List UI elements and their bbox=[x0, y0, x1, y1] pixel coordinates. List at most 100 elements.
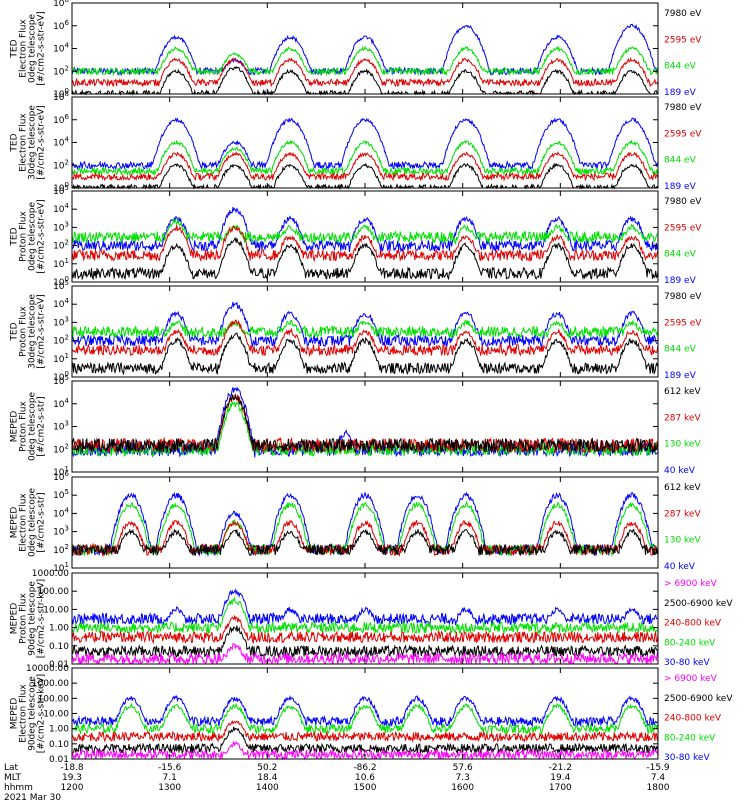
y-tick-exponent: 2 bbox=[65, 158, 69, 166]
y-tick-label: 1000.00 bbox=[32, 569, 69, 579]
y-tick-label: 108 bbox=[53, 0, 69, 9]
y-tick-label: 0.01 bbox=[49, 755, 69, 765]
series-green bbox=[71, 500, 659, 557]
y-tick-label: 10.00 bbox=[43, 605, 69, 615]
y-tick-label: 1.00 bbox=[49, 725, 69, 735]
y-axis-label-line: 30deg telescope bbox=[28, 294, 38, 369]
y-tick-exponent: 2 bbox=[65, 543, 69, 551]
y-tick-exponent: 4 bbox=[65, 506, 70, 514]
x-tick-label-mlt: 10.6 bbox=[355, 773, 375, 783]
y-axis-label-line: 30deg telescope bbox=[28, 105, 38, 180]
series-green bbox=[71, 702, 659, 736]
series-blue bbox=[71, 694, 659, 728]
y-tick-exponent: 6 bbox=[65, 470, 70, 478]
y-tick-label: 102 bbox=[53, 158, 69, 171]
y-axis-label-line: 0deg telescope bbox=[28, 488, 38, 558]
y-tick-label: 101 bbox=[53, 352, 69, 365]
legend-entry: 130 keV bbox=[664, 536, 701, 546]
legend-entry: 287 keV bbox=[664, 509, 701, 519]
y-tick-exponent: 4 bbox=[65, 202, 70, 210]
y-axis-label: TEDElectron Flux30deg telescope[#/cm2-s-… bbox=[10, 105, 47, 180]
x-tick-label-lat: 50.2 bbox=[257, 763, 277, 773]
y-axis-label-line: MEPED bbox=[10, 411, 20, 443]
series-green bbox=[71, 217, 659, 246]
y-tick-label: 1.00 bbox=[49, 624, 69, 634]
y-axis-label-line: 0deg telescope bbox=[28, 392, 38, 462]
y-tick-exponent: 0 bbox=[65, 87, 69, 95]
y-tick-exponent: 0 bbox=[65, 370, 69, 378]
y-tick-label: 0.01 bbox=[49, 660, 69, 670]
y-axis-label-line: MEPED bbox=[10, 507, 20, 539]
series-black bbox=[71, 237, 659, 281]
y-tick-label: 0.10 bbox=[49, 642, 69, 652]
y-tick-exponent: 8 bbox=[65, 0, 69, 4]
x-tick-label-mlt: 7.4 bbox=[651, 773, 666, 783]
legend-entry: 844 eV bbox=[664, 156, 697, 166]
y-tick-exponent: 6 bbox=[65, 19, 70, 27]
y-tick-exponent: 3 bbox=[65, 315, 69, 323]
y-axis-label-line: [#/cm2-s-str-eV] bbox=[37, 199, 47, 274]
panel-7: 0.010.101.0010.00100.001000.0010000.00ME… bbox=[10, 664, 734, 765]
x-tick-label-lat: -15.6 bbox=[158, 763, 182, 773]
y-axis-label: MEPEDProton Flux90deg telescope[#/cm2-s-… bbox=[10, 579, 47, 658]
panel-frame bbox=[71, 380, 659, 473]
y-tick-exponent: 1 bbox=[65, 352, 69, 360]
y-tick-exponent: 1 bbox=[65, 561, 69, 569]
y-tick-exponent: 1 bbox=[65, 257, 69, 265]
y-tick-label: 104 bbox=[53, 42, 69, 55]
legend-entry: 7980 eV bbox=[664, 197, 702, 207]
series-blue bbox=[71, 301, 658, 350]
legend-entry: 240-800 keV bbox=[664, 619, 722, 629]
x-tick-label-lat: -86.2 bbox=[353, 763, 376, 773]
series-red bbox=[71, 519, 659, 558]
legend-entry: 80-240 keV bbox=[664, 733, 716, 743]
series-green bbox=[71, 319, 659, 339]
series-black bbox=[71, 528, 659, 557]
y-axis-label-line: Electron Flux bbox=[19, 493, 29, 552]
y-tick-exponent: 3 bbox=[65, 220, 69, 228]
y-axis-label-line: [#/cm2-s-str] bbox=[37, 492, 47, 552]
y-tick-exponent: 4 bbox=[65, 397, 70, 405]
legend-entry: 30-80 keV bbox=[664, 753, 710, 763]
legend-entry: > 6900 keV bbox=[664, 579, 718, 589]
x-row-label: Lat bbox=[4, 763, 19, 773]
y-axis-label-line: MEPED bbox=[10, 698, 20, 730]
y-axis-label-line: [#/cm2-s-str-keV] bbox=[37, 674, 47, 753]
series-black bbox=[72, 162, 659, 190]
legend-entry: 612 keV bbox=[664, 387, 701, 397]
y-tick-label: 105 bbox=[53, 488, 69, 501]
y-tick-label: 104 bbox=[53, 297, 69, 310]
y-tick-label: 106 bbox=[53, 113, 69, 126]
x-row-label: hhmm bbox=[4, 783, 33, 793]
series-black bbox=[71, 332, 659, 376]
legend-entry: 40 keV bbox=[664, 466, 696, 476]
legend-entry: 189 eV bbox=[664, 182, 697, 192]
legend-entry: 2595 eV bbox=[664, 318, 702, 328]
y-tick-exponent: 4 bbox=[65, 136, 70, 144]
y-tick-exponent: 6 bbox=[65, 113, 70, 121]
y-tick-exponent: 2 bbox=[65, 239, 69, 247]
y-axis-label-line: 0deg telescope bbox=[28, 14, 38, 84]
y-axis-label-line: Electron Flux bbox=[19, 113, 29, 172]
y-axis-label-line: TED bbox=[10, 322, 20, 341]
series-blue bbox=[71, 23, 659, 77]
x-tick-label-mlt: 7.1 bbox=[163, 773, 177, 783]
y-axis-label-line: TED bbox=[10, 227, 20, 246]
y-tick-exponent: 5 bbox=[65, 374, 69, 382]
series-blue bbox=[71, 491, 659, 557]
y-axis-label: MEPEDElectron Flux0deg telescope[#/cm2-s… bbox=[10, 488, 47, 558]
series-black bbox=[71, 726, 659, 755]
series-red bbox=[71, 719, 659, 743]
x-tick-label-mlt: 7.3 bbox=[456, 773, 470, 783]
legend-entry: 7980 eV bbox=[664, 103, 702, 113]
legend-entry: 240-800 keV bbox=[664, 714, 722, 724]
y-axis-label-line: 90deg telescope bbox=[28, 581, 38, 656]
legend-entry: 40 keV bbox=[664, 562, 696, 572]
series-red bbox=[71, 319, 659, 358]
y-axis-label: TEDProton Flux30deg telescope[#/cm2-s-st… bbox=[10, 294, 47, 369]
series-green bbox=[71, 45, 659, 77]
y-axis-label: TEDElectron Flux0deg telescope[#/cm2-s-s… bbox=[10, 11, 47, 86]
y-axis-label-line: [#/cm2-s-str-eV] bbox=[37, 105, 47, 180]
